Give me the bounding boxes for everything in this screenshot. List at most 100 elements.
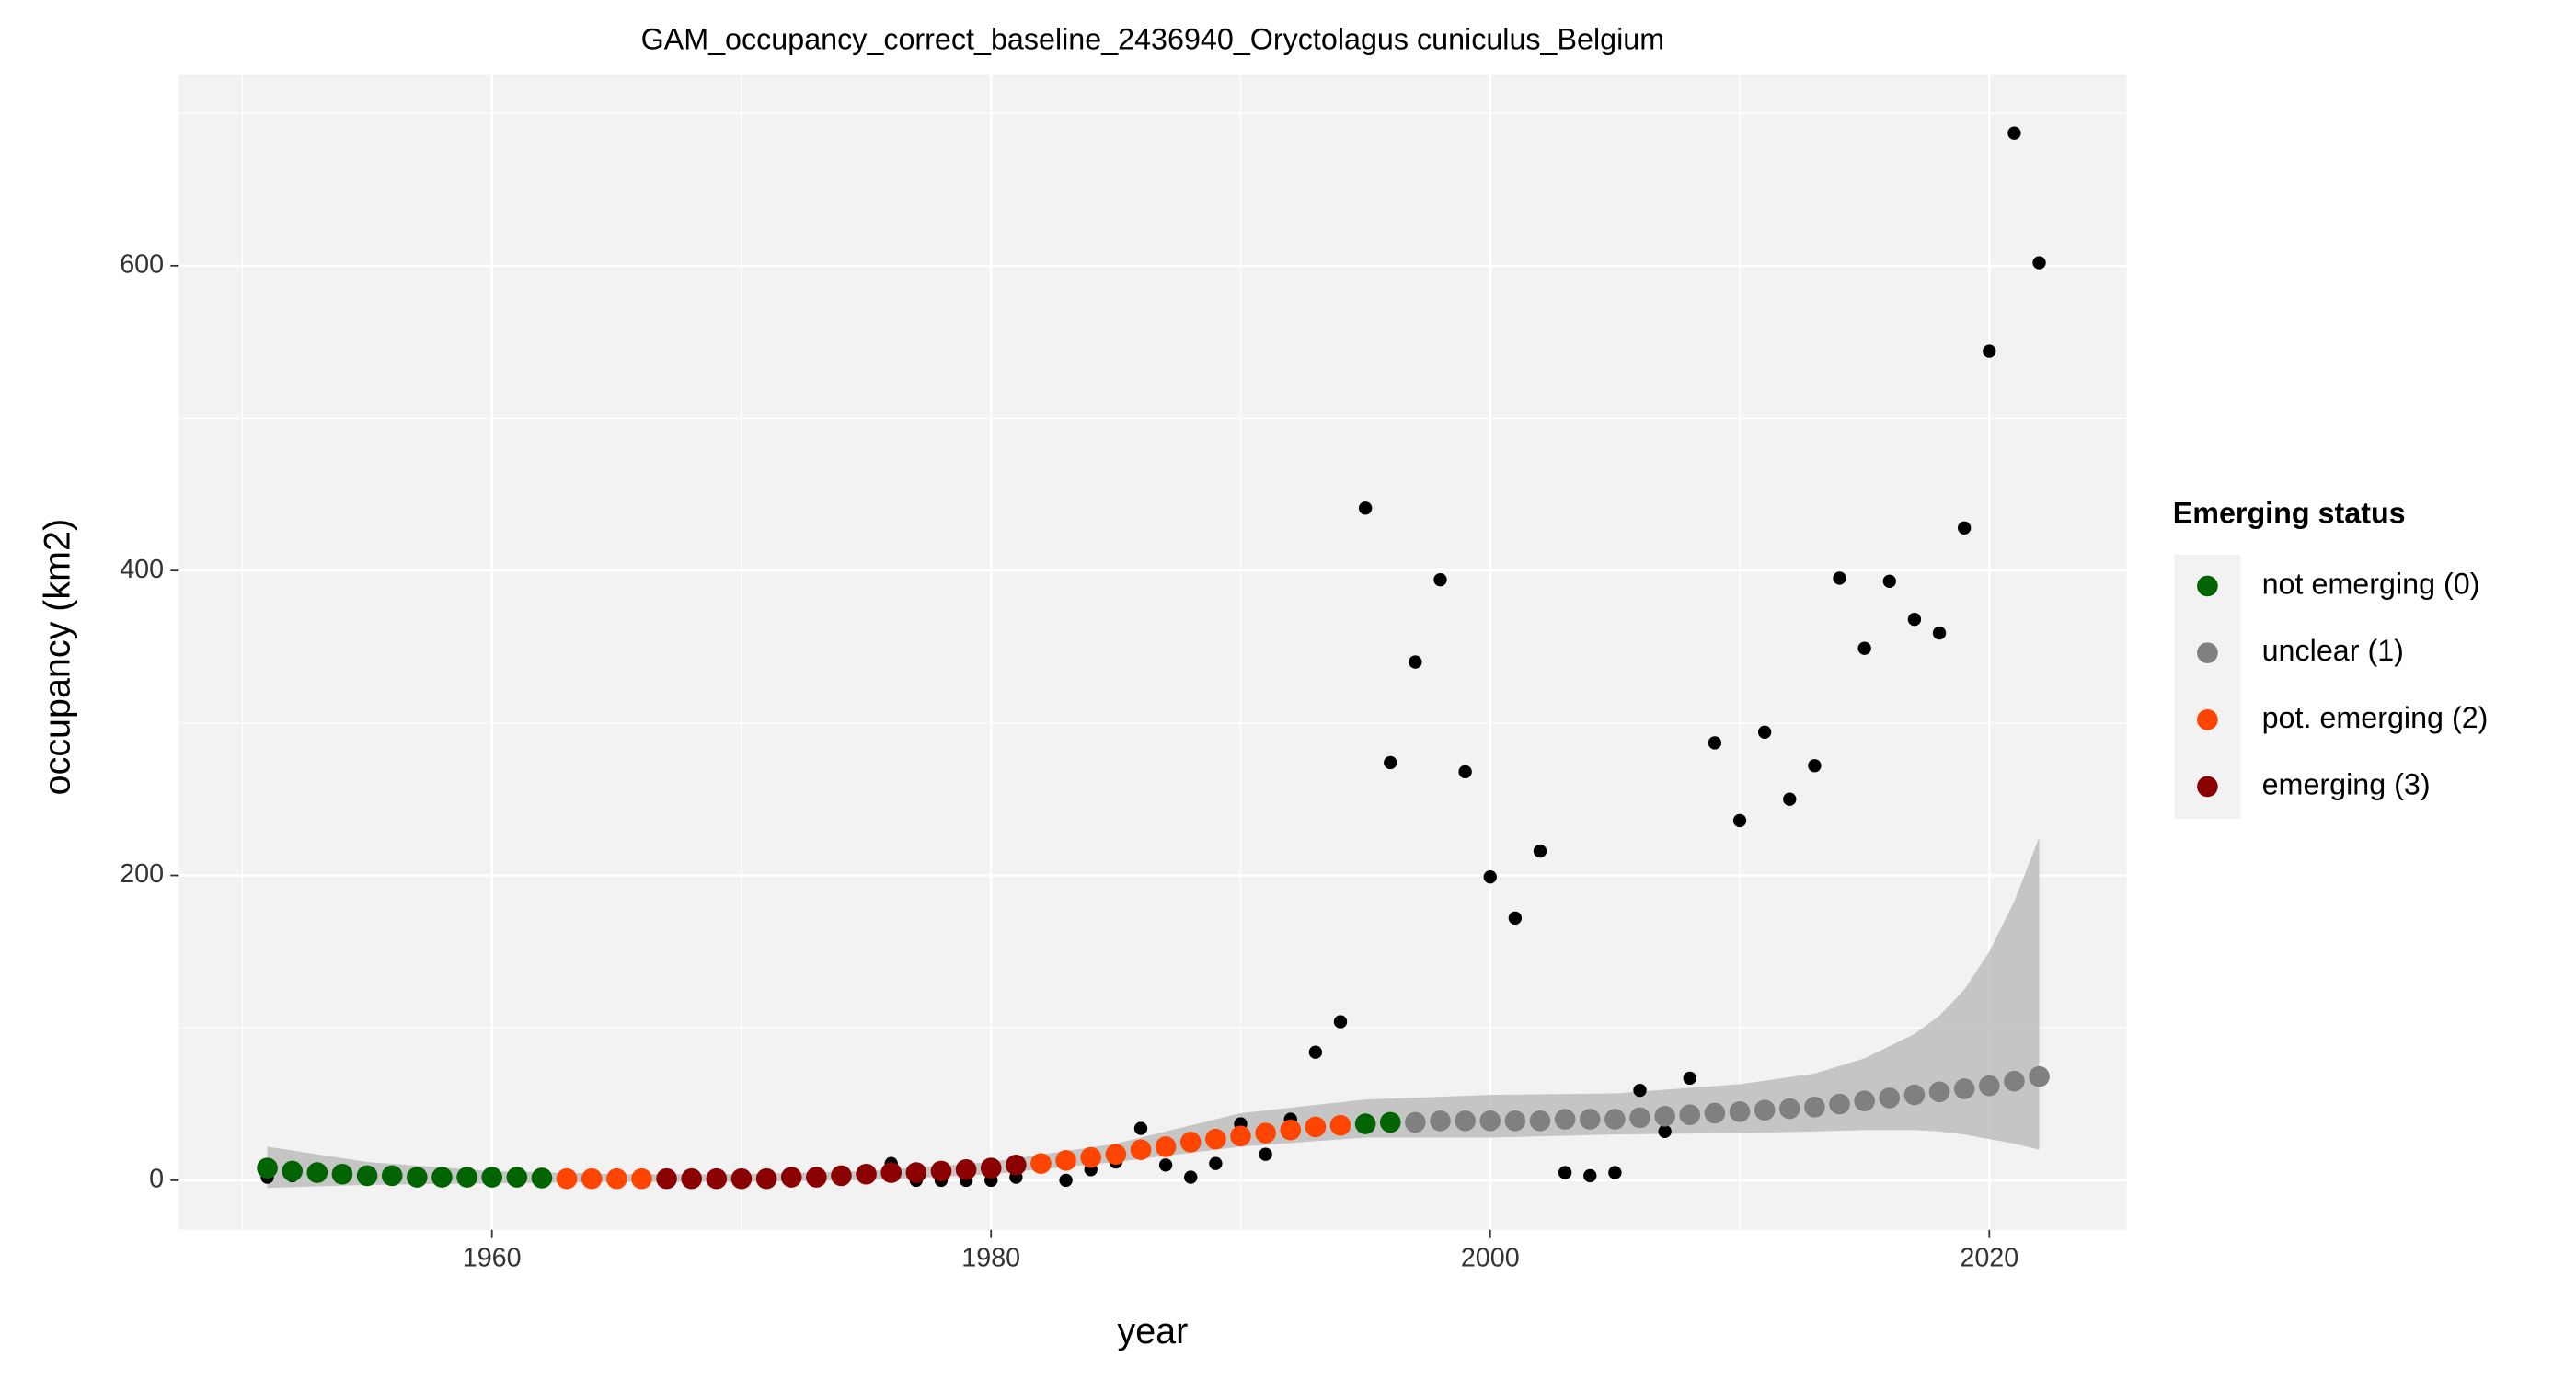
y-tick-label: 0 <box>149 1164 164 1193</box>
observed-point <box>1708 736 1722 750</box>
fitted-point <box>880 1162 903 1183</box>
fitted-point <box>257 1157 278 1179</box>
observed-point <box>1783 792 1797 806</box>
fitted-point <box>1804 1097 1825 1118</box>
fitted-point <box>631 1167 652 1190</box>
fitted-point <box>431 1167 453 1188</box>
legend-label: emerging (3) <box>2262 767 2431 800</box>
fitted-point <box>1978 1075 2000 1097</box>
fitted-point <box>1179 1132 1202 1153</box>
legend-swatch <box>2197 776 2218 798</box>
fitted-point <box>780 1167 802 1188</box>
fitted-point <box>1354 1113 1376 1134</box>
fitted-point <box>2004 1070 2025 1092</box>
fitted-point <box>1130 1139 1152 1161</box>
fitted-point <box>282 1160 303 1182</box>
fitted-point <box>1903 1084 1926 1106</box>
fitted-point <box>1529 1110 1551 1132</box>
fitted-point <box>1704 1102 1726 1124</box>
observed-point <box>1808 759 1822 773</box>
observed-point <box>1333 1015 1348 1029</box>
fitted-point <box>1829 1093 1850 1115</box>
observed-point <box>1983 344 1996 358</box>
fitted-point <box>1654 1105 1675 1127</box>
fitted-point <box>531 1167 553 1189</box>
fitted-point <box>730 1167 753 1190</box>
observed-point <box>1259 1147 1272 1161</box>
fitted-point <box>1504 1110 1526 1132</box>
fitted-point <box>1629 1107 1650 1129</box>
fitted-point <box>407 1167 428 1188</box>
fitted-point <box>1579 1109 1601 1130</box>
fitted-point <box>955 1158 977 1180</box>
chart-title: GAM_occupancy_correct_baseline_2436940_O… <box>641 22 1665 55</box>
confidence-band <box>267 837 2040 1189</box>
observed-point <box>1857 641 1871 655</box>
fitted-point <box>1105 1144 1127 1166</box>
fitted-point <box>1479 1110 1501 1132</box>
observed-point <box>1658 1124 1672 1139</box>
fitted-point <box>1305 1116 1327 1138</box>
fitted-point <box>456 1167 477 1188</box>
observed-point <box>1757 725 1772 739</box>
observed-point <box>1384 755 1397 770</box>
fitted-point <box>381 1165 403 1187</box>
fitted-point <box>1055 1150 1076 1171</box>
fitted-point <box>506 1167 528 1188</box>
observed-point <box>1308 1045 1323 1059</box>
x-tick-label: 2020 <box>1960 1244 2018 1273</box>
fitted-point <box>1854 1090 1875 1112</box>
observed-point <box>1907 613 1922 627</box>
observed-point <box>2007 126 2021 140</box>
fitted-point <box>1778 1098 1800 1120</box>
legend-key-background <box>2174 554 2241 819</box>
fitted-point <box>706 1167 728 1190</box>
observed-point <box>1409 655 1422 669</box>
observed-point <box>1833 571 1846 585</box>
y-tick-label: 400 <box>120 555 164 584</box>
legend-swatch <box>2197 642 2218 663</box>
observed-point <box>1683 1071 1696 1086</box>
observed-point <box>1184 1170 1198 1184</box>
fitted-point <box>1205 1128 1226 1150</box>
fitted-point <box>656 1167 677 1190</box>
fitted-point <box>1006 1155 1027 1176</box>
fitted-point <box>1255 1122 1276 1144</box>
observed-point <box>1732 813 1747 828</box>
fitted-point <box>755 1167 777 1190</box>
observed-point <box>1882 574 1896 588</box>
fitted-point <box>1604 1109 1626 1130</box>
fitted-point <box>1379 1111 1401 1133</box>
x-tick-label: 1980 <box>961 1244 1020 1273</box>
fitted-point <box>1455 1110 1476 1132</box>
fitted-point <box>606 1167 627 1190</box>
fitted-point <box>831 1165 852 1187</box>
fitted-point <box>1030 1153 1052 1174</box>
fitted-point <box>1928 1081 1950 1103</box>
fitted-point <box>481 1167 503 1188</box>
fitted-point <box>331 1163 353 1185</box>
observed-point <box>1608 1166 1622 1179</box>
fitted-point <box>1879 1087 1901 1109</box>
observed-point <box>1483 870 1497 884</box>
fitted-point <box>856 1163 877 1185</box>
observed-point <box>2032 256 2046 270</box>
observed-point <box>1932 626 1947 640</box>
observed-point <box>1558 1166 1572 1179</box>
fitted-point <box>306 1162 328 1183</box>
fitted-point <box>980 1157 1002 1179</box>
observed-point <box>1508 911 1523 926</box>
legend-label: unclear (1) <box>2262 634 2404 667</box>
fitted-point <box>1280 1119 1302 1141</box>
x-tick-label: 1960 <box>463 1244 522 1273</box>
legend-title: Emerging status <box>2173 496 2406 529</box>
observed-point <box>1133 1121 1148 1135</box>
legend-label: not emerging (0) <box>2262 567 2480 600</box>
fitted-point <box>930 1160 952 1182</box>
panel <box>178 74 2127 1230</box>
fitted-point <box>1679 1104 1701 1125</box>
observed-point <box>1433 572 1447 587</box>
y-axis-title: occupancy (km2) <box>37 519 77 796</box>
y-tick-label: 600 <box>120 249 164 279</box>
